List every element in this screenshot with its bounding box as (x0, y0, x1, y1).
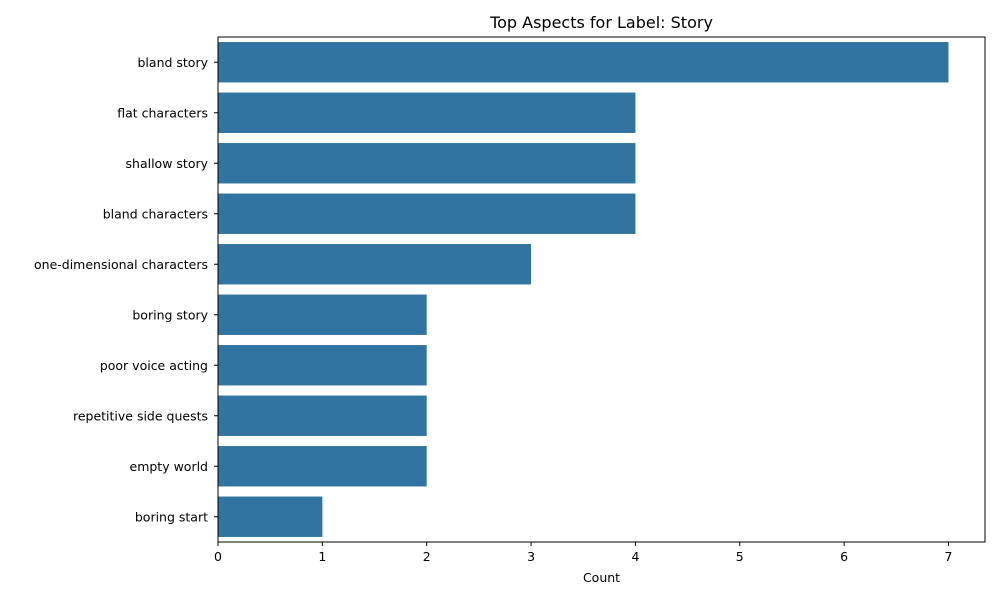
bar-empty-world (218, 446, 427, 487)
bar-bland-characters (218, 193, 636, 234)
x-tick-label: 5 (736, 549, 744, 564)
x-tick-label: 3 (527, 549, 535, 564)
bar-boring-start (218, 496, 323, 537)
y-tick-label: bland characters (103, 206, 208, 221)
x-tick-label: 7 (944, 549, 952, 564)
bar-bland-story (218, 42, 949, 83)
bar-boring-story (218, 294, 427, 335)
x-axis-ticks: 0 1 2 3 4 5 6 7 (214, 542, 952, 564)
x-tick-label: 2 (423, 549, 431, 564)
bar-shallow-story (218, 143, 636, 184)
y-tick-label: poor voice acting (100, 358, 208, 373)
y-tick-label: bland story (138, 55, 209, 70)
bar-repetitive-side-quests (218, 395, 427, 436)
y-tick-label: boring story (132, 307, 208, 322)
bar-one-dimensional-characters (218, 244, 532, 285)
bar-flat-characters (218, 92, 636, 133)
y-tick-label: flat characters (117, 105, 208, 120)
axes-frame-rect (217, 36, 986, 543)
y-tick-label: empty world (130, 459, 209, 474)
chart-title: Top Aspects for Label: Story (489, 13, 713, 32)
bars-group (218, 42, 949, 537)
x-tick-label: 0 (214, 549, 222, 564)
axes-frame (217, 36, 986, 543)
x-axis-label: Count (583, 570, 620, 585)
x-tick-label: 6 (840, 549, 848, 564)
x-tick-label: 4 (631, 549, 639, 564)
y-tick-label: repetitive side quests (73, 408, 208, 423)
y-tick-label: boring start (135, 509, 208, 524)
y-axis-ticks: bland story flat characters shallow story b… (34, 55, 218, 524)
x-tick-label: 1 (318, 549, 326, 564)
bar-poor-voice-acting (218, 345, 427, 386)
y-tick-label: one-dimensional characters (34, 257, 208, 272)
y-tick-label: shallow story (126, 156, 209, 171)
